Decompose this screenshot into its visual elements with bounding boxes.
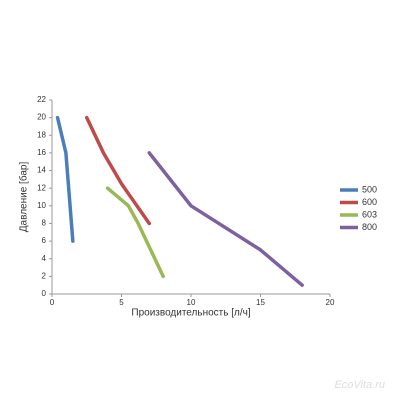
x-tick-label: 10 bbox=[187, 298, 196, 307]
y-tick-label: 0 bbox=[42, 289, 47, 298]
legend-label: 500 bbox=[362, 184, 377, 194]
y-tick-label: 20 bbox=[37, 113, 46, 122]
series-line bbox=[105, 186, 165, 279]
watermark: EcoVita.ru bbox=[334, 379, 385, 391]
series-line bbox=[147, 151, 304, 287]
legend-label: 800 bbox=[362, 222, 377, 232]
y-tick-label: 6 bbox=[42, 236, 47, 245]
y-axis-label: Давление [бар] bbox=[18, 162, 30, 233]
y-tick-label: 8 bbox=[42, 219, 47, 228]
y-tick-label: 4 bbox=[42, 254, 47, 263]
x-tick-label: 5 bbox=[119, 298, 124, 307]
x-tick-label: 15 bbox=[256, 298, 265, 307]
series-line bbox=[55, 115, 75, 243]
series-line bbox=[85, 115, 152, 226]
y-tick-label: 2 bbox=[42, 271, 47, 280]
y-tick-label: 18 bbox=[37, 130, 46, 139]
legend-label: 603 bbox=[362, 209, 377, 219]
y-tick-label: 12 bbox=[37, 183, 46, 192]
y-tick-label: 16 bbox=[37, 148, 46, 157]
y-tick-label: 14 bbox=[37, 166, 46, 175]
y-tick-label: 10 bbox=[37, 201, 46, 210]
x-tick-label: 20 bbox=[326, 298, 335, 307]
x-axis-label: Производительность [л/ч] bbox=[131, 308, 250, 319]
legend-label: 600 bbox=[362, 197, 377, 207]
x-tick-label: 0 bbox=[50, 298, 55, 307]
y-tick-label: 22 bbox=[37, 95, 46, 104]
